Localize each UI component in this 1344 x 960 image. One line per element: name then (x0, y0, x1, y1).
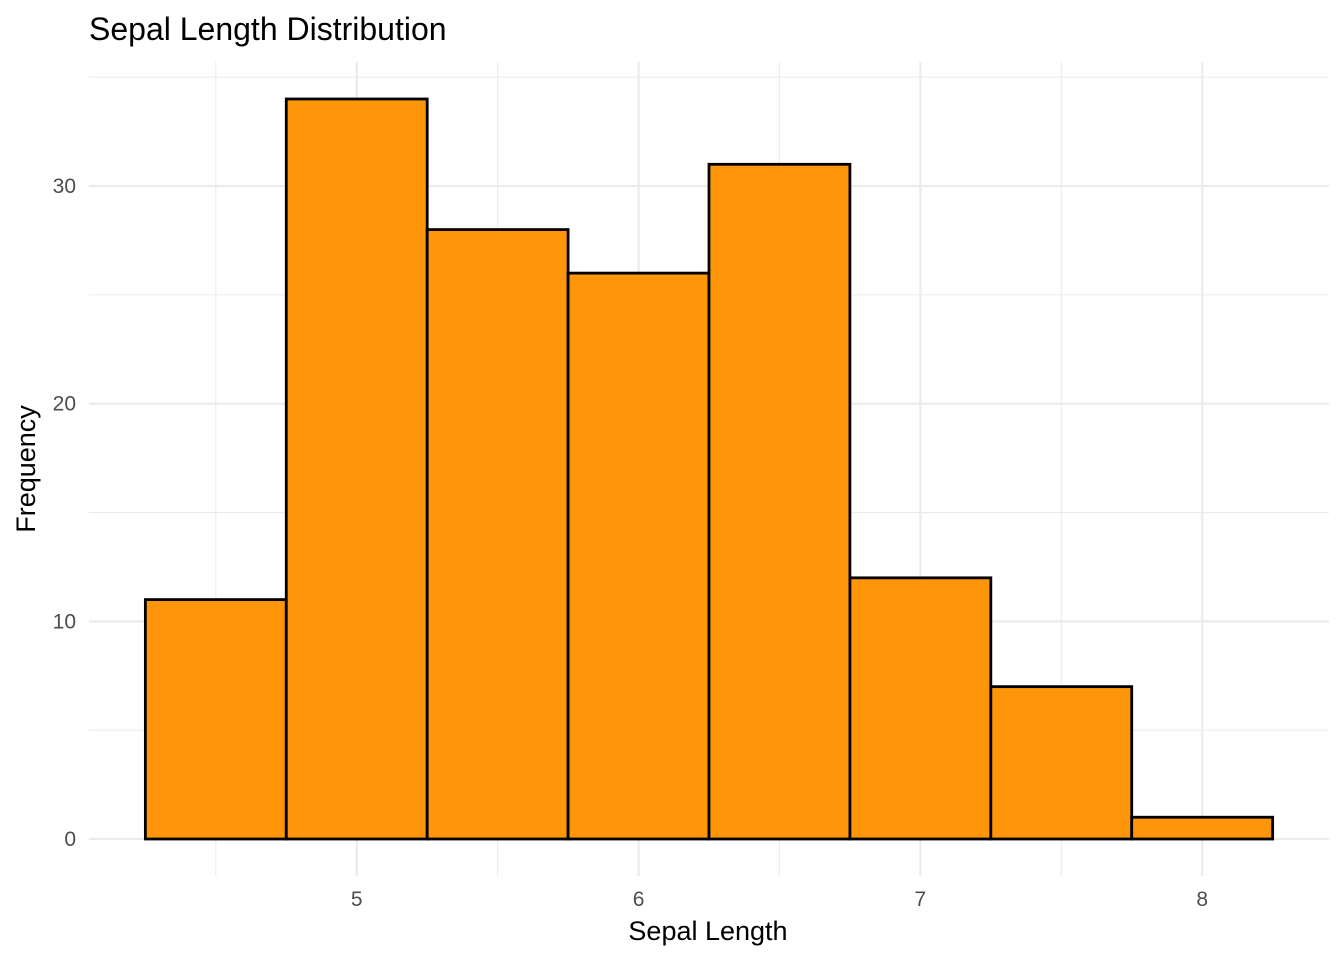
histogram-bar (425, 228, 570, 841)
histogram-bar (143, 598, 288, 841)
chart-title: Sepal Length Distribution (89, 11, 447, 47)
histogram-bar (284, 97, 429, 841)
y-tick-label: 20 (53, 393, 76, 416)
histogram-bar (707, 162, 852, 841)
y-axis-title: Frequency (11, 405, 41, 533)
y-tick-label: 10 (53, 610, 76, 633)
x-tick-label: 8 (1196, 888, 1208, 911)
y-tick-label: 30 (53, 175, 76, 198)
histogram-bar (848, 576, 993, 841)
x-axis-title: Sepal Length (628, 916, 787, 946)
histogram-bar (989, 685, 1134, 841)
tick-labels: 5 6 7 8 0 10 20 30 (53, 175, 1208, 911)
x-tick-label: 7 (915, 888, 927, 911)
histogram-bar (566, 271, 711, 841)
y-tick-label: 0 (64, 828, 76, 851)
histogram-bars (143, 97, 1275, 841)
x-tick-label: 5 (351, 888, 363, 911)
x-tick-label: 6 (633, 888, 645, 911)
histogram-bar (1130, 815, 1275, 841)
